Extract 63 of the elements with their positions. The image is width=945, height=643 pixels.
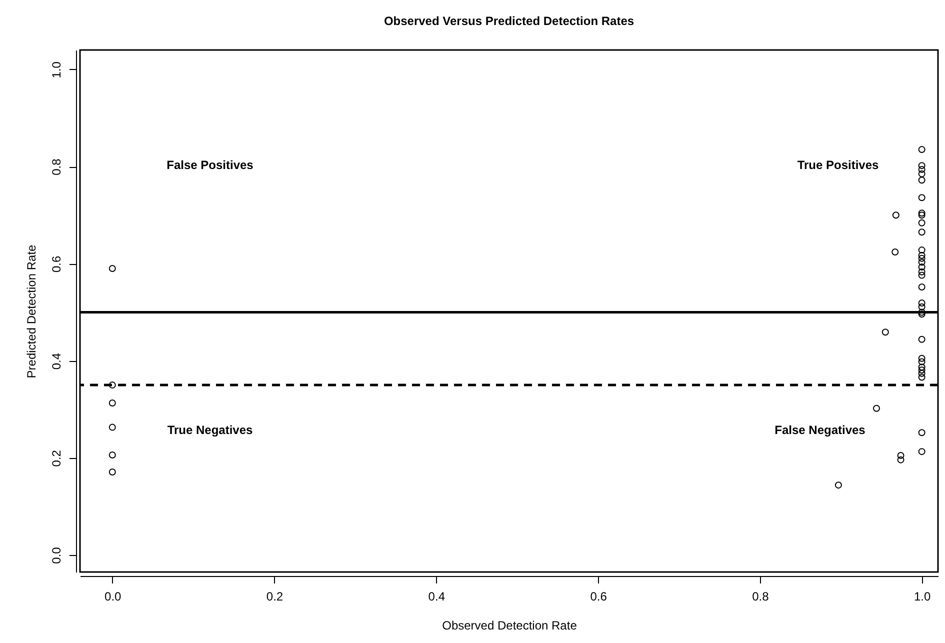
point <box>918 170 926 178</box>
x-tick-label: 1.0 <box>914 590 931 604</box>
point <box>918 272 926 279</box>
point <box>897 452 904 459</box>
annotation: True Positives <box>797 158 880 172</box>
point <box>918 429 926 436</box>
x-tick-label: 0.2 <box>266 590 284 604</box>
point <box>918 283 926 290</box>
point <box>918 374 926 381</box>
point <box>108 265 116 272</box>
point <box>918 219 926 226</box>
point <box>108 424 116 431</box>
point <box>918 194 926 202</box>
point <box>897 456 904 464</box>
point <box>834 482 842 489</box>
point <box>918 210 926 217</box>
y-tick-label: 1.0 <box>50 61 64 78</box>
point <box>892 212 900 219</box>
point <box>108 400 116 407</box>
point <box>882 328 889 336</box>
point <box>918 303 926 310</box>
annotation: False Positives <box>166 158 254 172</box>
point <box>918 264 926 271</box>
y-tick-label: 0.6 <box>50 255 64 272</box>
point <box>918 254 926 262</box>
point <box>918 299 926 306</box>
point <box>918 212 926 219</box>
y-tick-label: 0.4 <box>50 352 64 370</box>
point <box>918 176 926 184</box>
annotation: False Negatives <box>774 423 866 437</box>
point <box>892 248 899 256</box>
point <box>918 336 926 343</box>
point <box>918 268 926 276</box>
point <box>108 451 116 458</box>
point <box>918 252 926 259</box>
point <box>108 382 116 389</box>
chart-title: Observed Versus Predicted Detection Rates <box>384 14 634 28</box>
point <box>918 258 926 266</box>
x-tick-label: 0.8 <box>752 590 770 604</box>
point <box>918 162 926 170</box>
point <box>918 166 926 173</box>
x-axis-title: Observed Detection Rate <box>442 618 578 632</box>
point <box>918 354 926 362</box>
point <box>918 364 926 371</box>
point <box>918 146 926 154</box>
point <box>918 366 926 374</box>
y-tick-label: 0.0 <box>50 546 64 564</box>
x-tick-label: 0.4 <box>428 590 446 604</box>
point <box>108 468 116 476</box>
x-tick-label: 0.6 <box>590 590 608 604</box>
y-tick-label: 0.2 <box>50 450 64 467</box>
point <box>918 448 926 456</box>
y-tick-label: 0.8 <box>50 158 64 176</box>
x-tick-label: 0.0 <box>104 590 122 604</box>
point <box>918 358 926 366</box>
point <box>872 404 880 412</box>
point <box>918 308 926 316</box>
point <box>918 370 926 377</box>
point <box>918 310 926 318</box>
y-axis-title: Predicted Detection Rate <box>24 244 38 378</box>
annotation: True Negatives <box>167 423 254 437</box>
point <box>918 228 926 236</box>
point <box>918 246 926 254</box>
